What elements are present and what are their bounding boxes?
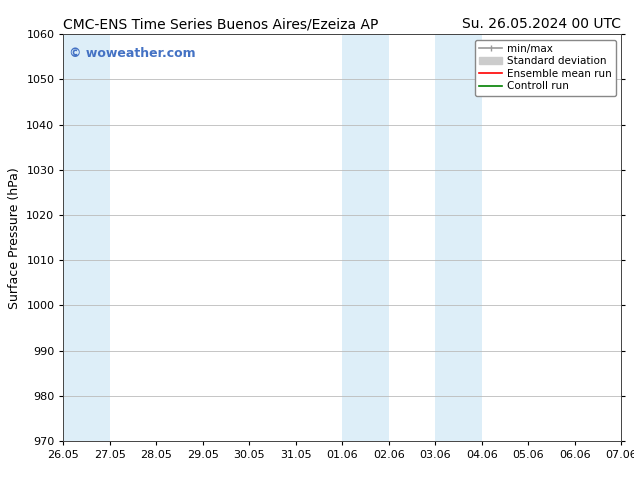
Y-axis label: Surface Pressure (hPa): Surface Pressure (hPa) xyxy=(8,167,21,309)
Text: Su. 26.05.2024 00 UTC: Su. 26.05.2024 00 UTC xyxy=(462,17,621,31)
Text: CMC-ENS Time Series Buenos Aires/Ezeiza AP: CMC-ENS Time Series Buenos Aires/Ezeiza … xyxy=(63,17,378,31)
Bar xyxy=(63,34,110,441)
Text: © woweather.com: © woweather.com xyxy=(69,47,196,59)
Bar xyxy=(436,34,482,441)
Legend: min/max, Standard deviation, Ensemble mean run, Controll run: min/max, Standard deviation, Ensemble me… xyxy=(475,40,616,96)
Bar xyxy=(342,34,389,441)
